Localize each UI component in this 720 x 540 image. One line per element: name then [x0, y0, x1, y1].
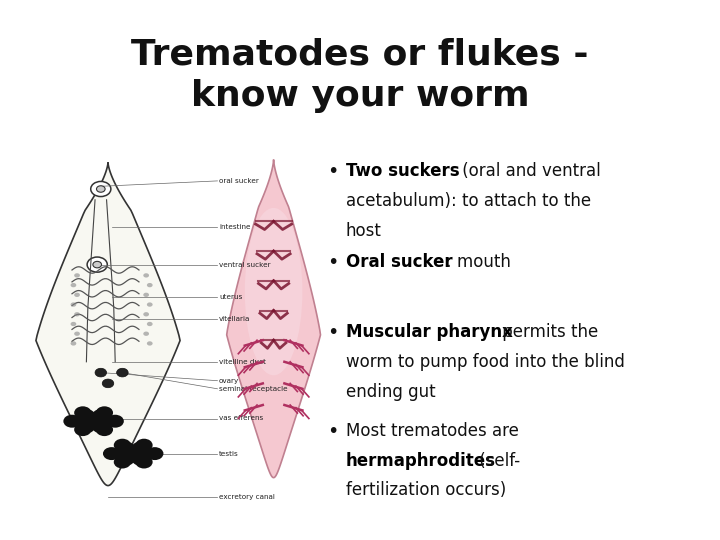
- Circle shape: [99, 415, 117, 428]
- Text: Oral sucker: Oral sucker: [346, 253, 452, 271]
- Circle shape: [146, 447, 163, 460]
- Circle shape: [81, 412, 99, 425]
- Text: •: •: [328, 323, 339, 342]
- Text: Muscular pharynx: Muscular pharynx: [346, 323, 513, 341]
- Circle shape: [114, 438, 131, 451]
- Circle shape: [74, 332, 80, 336]
- Circle shape: [132, 442, 149, 455]
- Text: hermaphrodites: hermaphrodites: [346, 451, 495, 470]
- Text: excretory canal: excretory canal: [219, 494, 275, 500]
- Text: intestine: intestine: [219, 224, 251, 230]
- Polygon shape: [36, 163, 180, 485]
- Circle shape: [117, 447, 135, 460]
- Text: (oral and ventral: (oral and ventral: [457, 162, 601, 180]
- Circle shape: [71, 341, 76, 346]
- Circle shape: [132, 447, 149, 460]
- Circle shape: [74, 273, 80, 278]
- Text: worm to pump food into the blind: worm to pump food into the blind: [346, 353, 624, 372]
- Circle shape: [114, 456, 131, 469]
- Circle shape: [71, 283, 76, 287]
- Circle shape: [143, 273, 149, 278]
- Circle shape: [74, 312, 80, 316]
- Circle shape: [147, 283, 153, 287]
- Circle shape: [81, 417, 99, 430]
- Text: permits the: permits the: [497, 323, 598, 341]
- Circle shape: [96, 423, 113, 436]
- Circle shape: [128, 444, 145, 457]
- Text: Most trematodes are: Most trematodes are: [346, 422, 518, 440]
- Circle shape: [147, 322, 153, 326]
- Text: Trematodes or flukes -
know your worm: Trematodes or flukes - know your worm: [131, 38, 589, 112]
- Circle shape: [143, 312, 149, 316]
- Circle shape: [117, 368, 128, 377]
- Circle shape: [132, 453, 149, 465]
- Circle shape: [107, 415, 124, 428]
- Text: vitelline duct: vitelline duct: [219, 359, 266, 365]
- Circle shape: [128, 450, 145, 463]
- Circle shape: [91, 181, 111, 197]
- Text: •: •: [328, 253, 339, 272]
- Circle shape: [63, 415, 81, 428]
- Ellipse shape: [245, 208, 302, 375]
- Circle shape: [110, 447, 127, 460]
- Circle shape: [92, 415, 109, 428]
- Text: uterus: uterus: [219, 294, 242, 300]
- Circle shape: [95, 368, 107, 377]
- Circle shape: [74, 406, 91, 419]
- Circle shape: [96, 406, 113, 419]
- Text: vitellaria: vitellaria: [219, 315, 251, 322]
- Text: Two suckers: Two suckers: [346, 162, 459, 180]
- Circle shape: [78, 409, 95, 422]
- Circle shape: [147, 341, 153, 346]
- Circle shape: [78, 420, 95, 433]
- Circle shape: [71, 302, 76, 307]
- Circle shape: [117, 453, 135, 465]
- Text: : mouth: : mouth: [446, 253, 511, 271]
- Circle shape: [143, 293, 149, 297]
- Text: ventral sucker: ventral sucker: [219, 261, 271, 268]
- Text: fertilization occurs): fertilization occurs): [346, 482, 506, 500]
- Circle shape: [147, 302, 153, 307]
- Circle shape: [117, 442, 135, 455]
- Circle shape: [89, 417, 106, 430]
- Circle shape: [71, 322, 76, 326]
- Circle shape: [93, 261, 102, 268]
- Text: •: •: [328, 422, 339, 441]
- Circle shape: [121, 444, 138, 457]
- Circle shape: [89, 412, 106, 425]
- Circle shape: [121, 450, 138, 463]
- Circle shape: [74, 293, 80, 297]
- Circle shape: [143, 332, 149, 336]
- Circle shape: [92, 420, 109, 433]
- Text: oral sucker: oral sucker: [219, 178, 258, 184]
- Circle shape: [87, 257, 107, 272]
- Circle shape: [74, 423, 91, 436]
- Circle shape: [102, 379, 114, 388]
- Text: (self-: (self-: [474, 451, 520, 470]
- Text: ovary: ovary: [219, 377, 239, 384]
- Polygon shape: [227, 160, 320, 477]
- Text: host: host: [346, 222, 382, 240]
- Circle shape: [135, 438, 153, 451]
- Text: testis: testis: [219, 450, 238, 457]
- Circle shape: [135, 456, 153, 469]
- Circle shape: [96, 186, 105, 192]
- Circle shape: [92, 409, 109, 422]
- Text: vas efferens: vas efferens: [219, 415, 263, 422]
- Circle shape: [139, 447, 156, 460]
- Text: seminal receptacle: seminal receptacle: [219, 386, 287, 392]
- Circle shape: [103, 447, 120, 460]
- Text: acetabulum): to attach to the: acetabulum): to attach to the: [346, 192, 590, 210]
- Circle shape: [71, 415, 88, 428]
- Circle shape: [78, 415, 95, 428]
- Text: •: •: [328, 162, 339, 181]
- Text: ending gut: ending gut: [346, 383, 435, 401]
